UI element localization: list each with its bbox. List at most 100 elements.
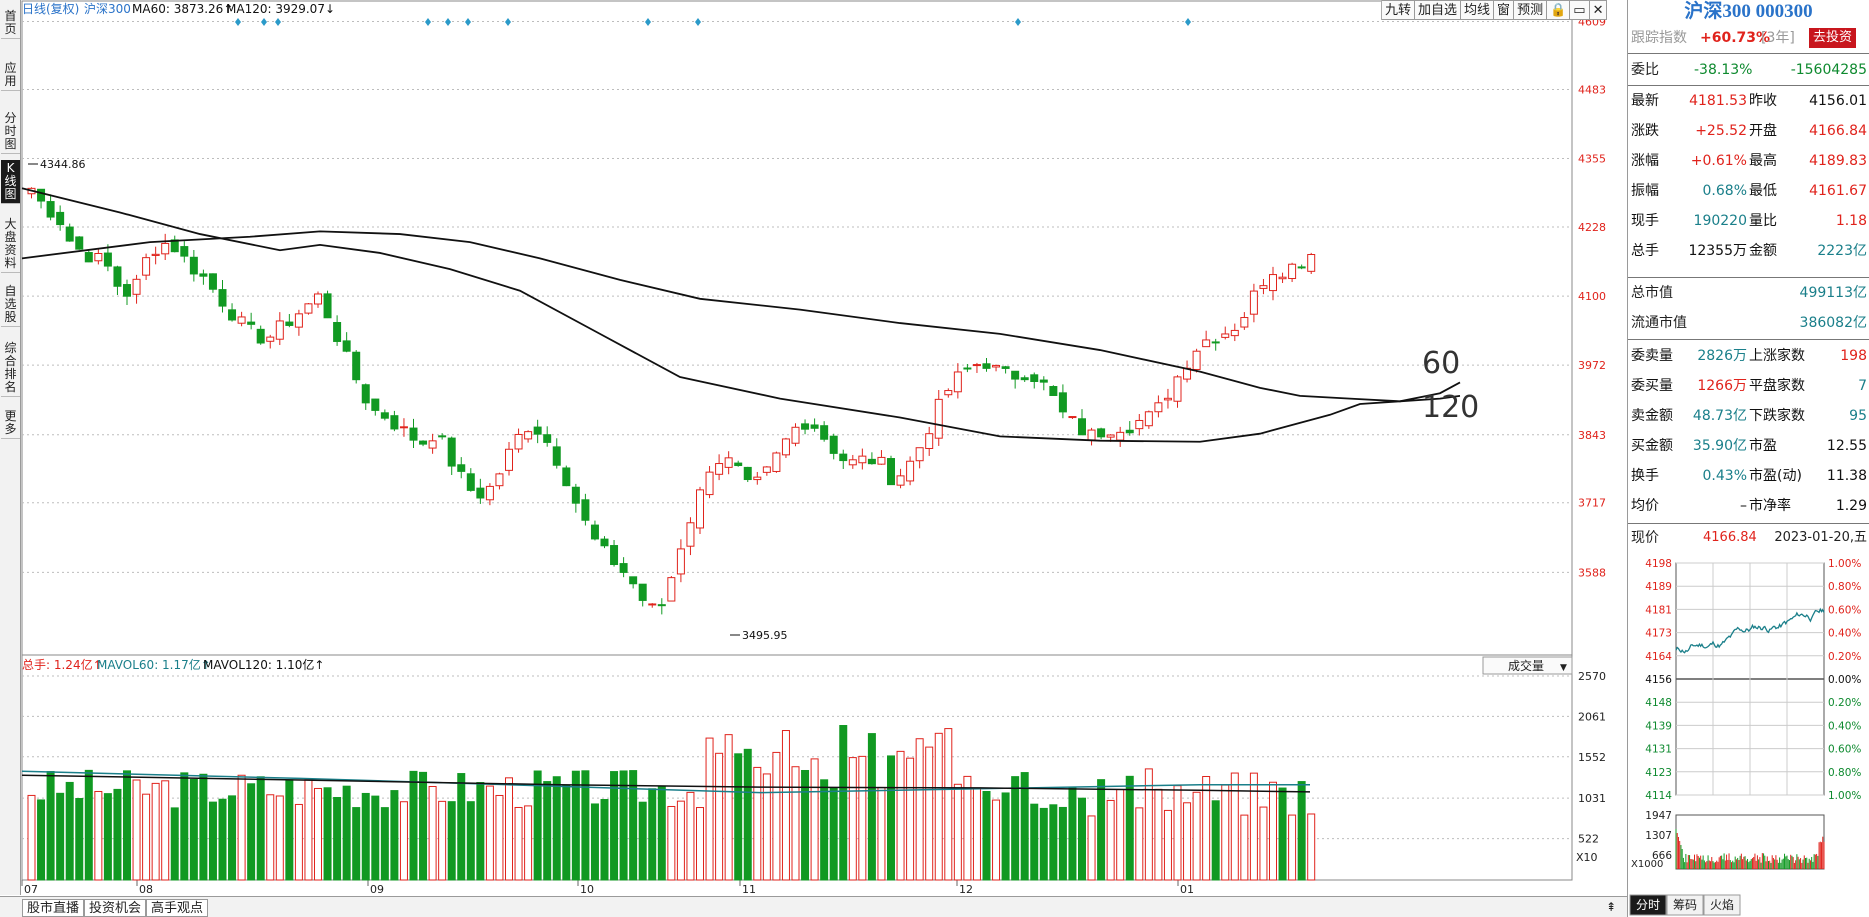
- intraday-mini-chart[interactable]: 4198 1.00% 4189 0.80% 4181 0.60% 4173 0.40% 4164…: [1628, 551, 1869, 917]
- nine-turn-button[interactable]: 九转: [1382, 0, 1416, 20]
- candle: [1058, 392, 1067, 413]
- volume-selector[interactable]: [1482, 656, 1573, 675]
- sidebar-item-2[interactable]: 分时图: [1, 110, 20, 154]
- quote-downcount-label: 下跌家数: [1749, 408, 1805, 424]
- volume-bar: [1030, 803, 1039, 881]
- volume-bar: [1173, 785, 1182, 881]
- volume-bar: [638, 801, 647, 881]
- volume-bar: [1144, 768, 1153, 881]
- candle: [409, 427, 418, 441]
- volume-bar: [294, 803, 303, 881]
- event-marker: [235, 18, 241, 26]
- volume-bar: [151, 782, 160, 881]
- candle: [180, 246, 189, 257]
- candle: [123, 284, 131, 297]
- price-tick-label: 3717: [1578, 497, 1606, 510]
- volume-bar: [705, 737, 714, 881]
- quote-low: 4161.67: [1809, 183, 1867, 199]
- quote-pct-label: 涨幅: [1631, 153, 1659, 169]
- mini-vol-unit: X1000: [1631, 859, 1663, 870]
- quote-sellamt: 48.73亿: [1692, 408, 1747, 424]
- scroll-up-icon[interactable]: ⇞: [1606, 900, 1617, 914]
- kline-chart[interactable]: 4609448343554228410039723843371735882570…: [0, 0, 1627, 896]
- quote-latest: 4181.53: [1689, 93, 1747, 109]
- quote-row: 振幅 0.68% 最低 4161.67: [1628, 176, 1869, 206]
- candle: [571, 486, 580, 504]
- sidebar-item-0[interactable]: 首页: [1, 8, 20, 39]
- quote-row: 最新 4181.53 昨收 4156.01: [1628, 86, 1869, 116]
- restore-icon[interactable]: ▭: [1570, 0, 1590, 20]
- quote-upcount: 198: [1840, 348, 1867, 364]
- ma-button[interactable]: 均线: [1461, 0, 1495, 20]
- lock-icon[interactable]: 🔒: [1547, 0, 1571, 20]
- candle: [1297, 266, 1306, 269]
- weibi-pct: -38.13%: [1694, 62, 1753, 78]
- candle: [963, 367, 972, 370]
- quote-buyvol-label: 委买量: [1631, 378, 1673, 394]
- volume-bar: [56, 792, 65, 881]
- mini-tab-label: 筹码: [1673, 898, 1697, 912]
- candle: [619, 563, 628, 573]
- quote-buyamt-label: 买金额: [1631, 438, 1673, 454]
- x-tick-label: 01: [1180, 883, 1194, 896]
- window-button[interactable]: 窗: [1494, 0, 1515, 20]
- candle: [696, 489, 704, 529]
- volume-bar: [161, 780, 170, 881]
- volume-bar: [867, 733, 876, 881]
- candle: [1049, 386, 1058, 396]
- mini-tab-2[interactable]: [1703, 894, 1741, 916]
- mktcap-label: 总市值: [1631, 285, 1673, 301]
- candle: [514, 433, 523, 450]
- event-marker: [465, 18, 471, 26]
- candle: [151, 253, 160, 256]
- quote-row: 委卖量 2826万 上涨家数 198: [1628, 341, 1869, 371]
- candle: [189, 256, 198, 275]
- quote-pb-label: 市净率: [1749, 498, 1791, 514]
- close-icon[interactable]: ✕: [1589, 0, 1608, 20]
- volume-bar: [256, 776, 265, 881]
- volume-bar: [743, 748, 752, 881]
- forecast-button[interactable]: 预测: [1514, 0, 1548, 20]
- mktcap-row: 总市值 499113亿: [1628, 278, 1869, 308]
- volume-bar: [132, 779, 141, 881]
- candle: [46, 201, 55, 218]
- volume-bar: [84, 769, 93, 881]
- volume-bar: [94, 790, 103, 881]
- now-value: 4166.84: [1703, 530, 1757, 545]
- sidebar-item-7[interactable]: 更多: [1, 408, 20, 439]
- mini-tab-0[interactable]: [1629, 894, 1667, 916]
- tab-experts[interactable]: 高手观点: [146, 899, 209, 917]
- quote-title: 沪深300 000300: [1684, 1, 1813, 22]
- volume-bar: [610, 771, 619, 881]
- candle: [428, 440, 437, 449]
- candle: [304, 303, 313, 314]
- chart-toolbar: 九转 加自选 均线窗预测 🔒 ▭ ✕: [1381, 0, 1608, 20]
- candle: [896, 475, 905, 486]
- tab-live[interactable]: 股市直播: [22, 899, 85, 917]
- sidebar-item-4[interactable]: 大盘资料: [1, 216, 20, 273]
- volume-bar: [1269, 781, 1277, 881]
- volume-bar: [1058, 806, 1067, 881]
- candle: [1116, 431, 1125, 441]
- mini-tab-1[interactable]: [1666, 894, 1704, 916]
- volume-bar: [208, 801, 217, 881]
- x-tick-label: 11: [742, 883, 756, 896]
- volume-bar: [1183, 802, 1192, 881]
- volume-bar: [103, 793, 112, 881]
- candle: [1011, 370, 1020, 380]
- tab-opportunity[interactable]: 投资机会: [84, 899, 147, 917]
- sidebar-item-5[interactable]: 自选股: [1, 283, 20, 327]
- volume-bar: [724, 734, 733, 881]
- volume-bar: [944, 728, 953, 881]
- volume-bar: [447, 801, 456, 881]
- candle: [75, 236, 84, 250]
- add-watch-button[interactable]: 加自选: [1415, 0, 1462, 20]
- ma60-handlabel: 60: [1422, 346, 1460, 381]
- invest-button[interactable]: 去投资: [1809, 28, 1857, 48]
- candle: [457, 464, 466, 472]
- sidebar-item-1[interactable]: 应用: [1, 60, 20, 91]
- sidebar-item-6[interactable]: 综合排名: [1, 340, 20, 397]
- mini-right-tick: 1.00%: [1828, 558, 1861, 570]
- volume-bar: [1116, 789, 1125, 881]
